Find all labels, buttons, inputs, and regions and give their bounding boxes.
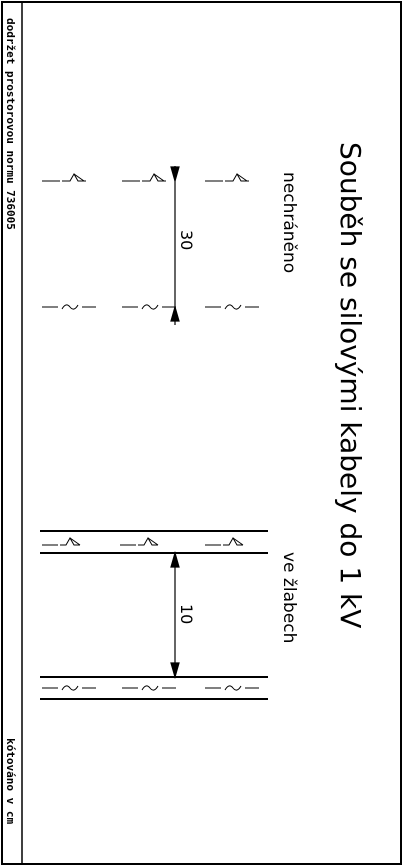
dimension-value-10: 10	[177, 604, 196, 624]
note-standard: dodržet prostorovou normu 736005	[4, 18, 17, 230]
note-units: kótováno v cm	[4, 738, 17, 824]
dimension-value-30: 30	[177, 230, 196, 250]
dimension-line-10	[170, 550, 180, 680]
dimension-line-30	[170, 166, 180, 325]
drawing-title: Souběh se silovými kabely do 1 kV	[334, 142, 367, 628]
label-unprotected: nechráněno	[279, 172, 299, 273]
trough-power	[40, 530, 268, 554]
label-trough: ve žlabech	[279, 552, 299, 643]
telecom-cable-unprotected	[42, 304, 259, 310]
trough-telecom	[40, 676, 268, 700]
power-cable-unprotected	[42, 172, 249, 182]
